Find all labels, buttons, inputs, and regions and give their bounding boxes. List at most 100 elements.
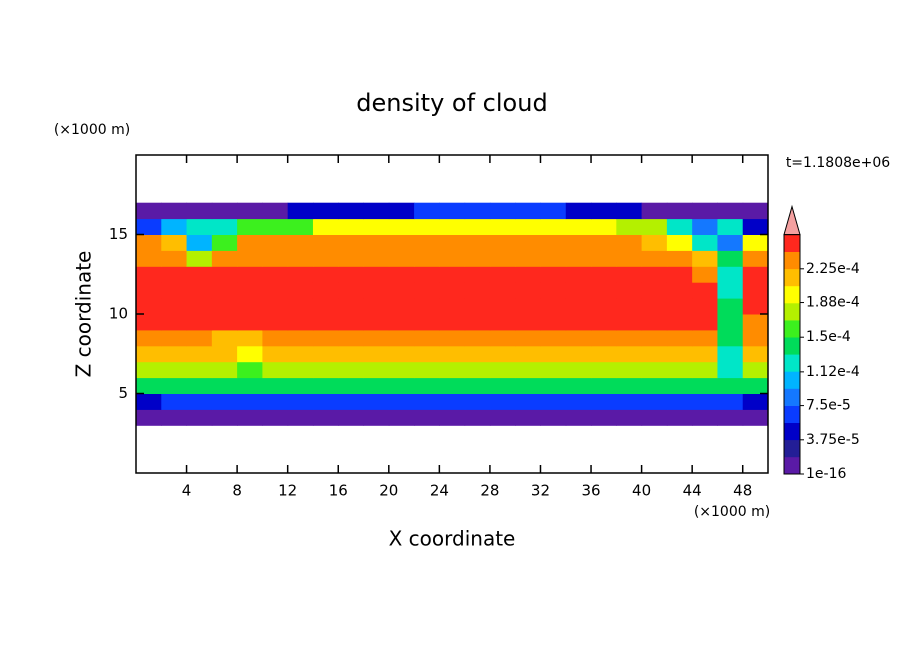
field-cell bbox=[414, 250, 440, 267]
field-cell bbox=[439, 250, 466, 267]
field-cell bbox=[262, 202, 289, 220]
field-cell bbox=[161, 202, 188, 220]
field-cell bbox=[287, 282, 314, 299]
field-cell bbox=[489, 409, 516, 426]
field-cell bbox=[717, 202, 744, 220]
field-cell bbox=[717, 250, 744, 267]
field-cell bbox=[237, 345, 263, 363]
field-cell bbox=[464, 250, 491, 267]
field-cell bbox=[540, 409, 567, 426]
field-cell bbox=[489, 218, 516, 235]
field-cell bbox=[692, 345, 718, 363]
field-cell bbox=[515, 234, 541, 251]
field-cell bbox=[237, 377, 263, 394]
field-cell bbox=[540, 282, 567, 299]
field-cell bbox=[262, 298, 289, 315]
field-cell bbox=[515, 202, 541, 220]
field-cell bbox=[641, 298, 668, 315]
field-cell bbox=[363, 314, 390, 331]
field-cell bbox=[666, 409, 693, 426]
field-cell bbox=[136, 218, 162, 235]
field-cell bbox=[136, 202, 162, 220]
field-cell bbox=[439, 409, 466, 426]
x-tick-label: 32 bbox=[531, 482, 550, 500]
field-cell bbox=[338, 298, 365, 315]
field-cell bbox=[186, 218, 213, 235]
x-tick-label: 8 bbox=[232, 482, 242, 500]
field-cell bbox=[237, 218, 263, 235]
field-cell bbox=[363, 234, 390, 251]
field-cell bbox=[161, 361, 188, 379]
field-cell bbox=[565, 314, 592, 331]
field-cell bbox=[262, 377, 289, 394]
field-cell bbox=[641, 361, 668, 379]
field-cell bbox=[591, 329, 617, 347]
field-cell bbox=[717, 361, 744, 379]
field-cell bbox=[666, 218, 693, 235]
field-cell bbox=[489, 329, 516, 347]
field-cell bbox=[414, 409, 440, 426]
y-unit: (×1000 m) bbox=[54, 122, 130, 138]
field-cell bbox=[641, 282, 668, 299]
field-cell bbox=[616, 361, 643, 379]
field-cell bbox=[742, 218, 769, 235]
colorbar-tick-label: 7.5e-5 bbox=[806, 398, 851, 414]
field-cell bbox=[515, 266, 541, 283]
field-cell bbox=[515, 345, 541, 363]
field-cell bbox=[237, 266, 263, 283]
field-cell bbox=[414, 393, 440, 410]
field-cell bbox=[414, 361, 440, 379]
colorbar-tick-label: 1e-16 bbox=[806, 466, 846, 482]
field-cell bbox=[616, 329, 643, 347]
field-cell bbox=[616, 409, 643, 426]
field-cell bbox=[287, 345, 314, 363]
field-cell bbox=[666, 266, 693, 283]
field-cell bbox=[414, 218, 440, 235]
field-cell bbox=[414, 266, 440, 283]
field-cell bbox=[414, 345, 440, 363]
field-cell bbox=[312, 314, 339, 331]
field-cell bbox=[388, 377, 415, 394]
field-cell bbox=[489, 202, 516, 220]
field-cell bbox=[287, 409, 314, 426]
field-cell bbox=[136, 409, 162, 426]
field-cell bbox=[641, 314, 668, 331]
field-cell bbox=[439, 234, 466, 251]
field-cell bbox=[211, 266, 238, 283]
field-cell bbox=[338, 409, 365, 426]
field-cell bbox=[186, 314, 213, 331]
field-cell bbox=[515, 314, 541, 331]
field-cell bbox=[464, 345, 491, 363]
field-cell bbox=[742, 234, 769, 251]
x-tick-label: 36 bbox=[581, 482, 600, 500]
field-cell bbox=[616, 266, 643, 283]
field-cell bbox=[489, 282, 516, 299]
x-tick-label: 16 bbox=[329, 482, 348, 500]
colorbar-tick-label: 1.12e-4 bbox=[806, 364, 860, 380]
time-annotation: t=1.1808e+06 bbox=[786, 155, 890, 171]
field-cell bbox=[338, 314, 365, 331]
field-cell bbox=[565, 345, 592, 363]
field-cell bbox=[464, 409, 491, 426]
field-cell bbox=[666, 345, 693, 363]
field-cell bbox=[211, 329, 238, 347]
x-tick-label: 24 bbox=[430, 482, 449, 500]
field-cell bbox=[312, 234, 339, 251]
field-cell bbox=[388, 298, 415, 315]
field-cell bbox=[717, 329, 744, 347]
field-cell bbox=[565, 218, 592, 235]
field-cell bbox=[565, 234, 592, 251]
field-cell bbox=[388, 329, 415, 347]
field-cell bbox=[489, 250, 516, 267]
field-cell bbox=[287, 250, 314, 267]
field-cell bbox=[363, 266, 390, 283]
field-cell bbox=[742, 329, 769, 347]
field-cell bbox=[692, 361, 718, 379]
field-cell bbox=[414, 298, 440, 315]
field-cell bbox=[641, 250, 668, 267]
field-cell bbox=[262, 409, 289, 426]
colorbar-band bbox=[784, 422, 800, 441]
field-cell bbox=[616, 234, 643, 251]
field-cell bbox=[211, 377, 238, 394]
y-tick-label: 5 bbox=[118, 384, 128, 402]
